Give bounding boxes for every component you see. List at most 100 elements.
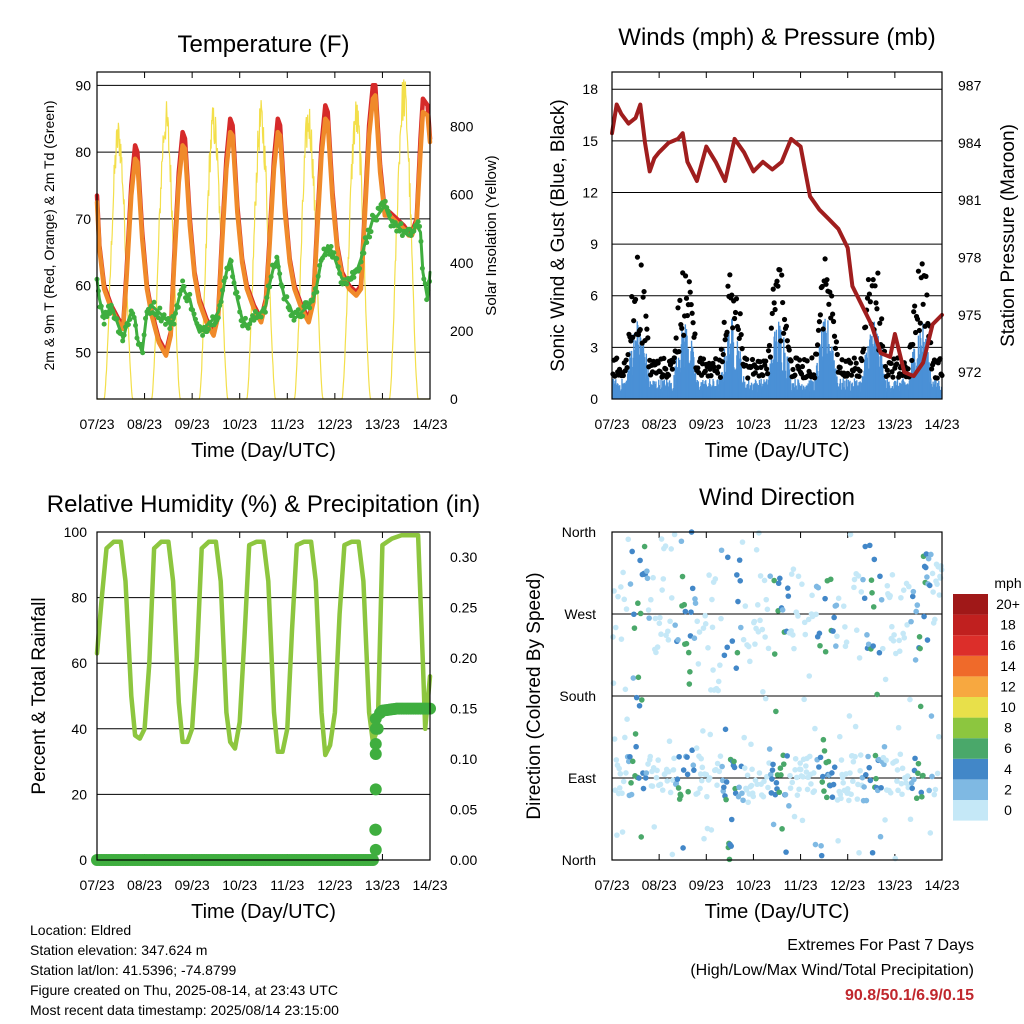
wind-direction-point: [812, 841, 819, 848]
gust-point: [863, 324, 869, 330]
wind-direction-point: [692, 600, 699, 607]
wind-direction-point: [638, 697, 645, 703]
wind-direction-point: [700, 625, 707, 631]
dewpoint-point: [120, 338, 126, 344]
y-tick-label-2: 9: [590, 236, 598, 252]
dewpoint-point: [228, 258, 234, 264]
wind-direction-point: [794, 792, 801, 798]
wind-direction-point: [657, 781, 664, 788]
wind-direction-point: [932, 616, 938, 623]
dewpoint-point: [309, 298, 315, 304]
wind-direction-point: [719, 763, 725, 770]
wind-direction-point: [866, 542, 873, 549]
gust-point: [770, 286, 776, 292]
gust-point: [834, 351, 840, 358]
wind-direction-point: [762, 695, 769, 702]
wind-direction-point: [765, 645, 772, 652]
wind-direction-point: [842, 624, 848, 630]
dewpoint-point: [101, 321, 107, 327]
legend-label: 2: [1004, 781, 1012, 797]
y-tick-label-2: 3: [590, 339, 598, 355]
wind-direction-point: [704, 793, 710, 800]
wind-direction-point: [795, 613, 801, 619]
dewpoint-point: [307, 305, 313, 311]
wind-direction-point: [694, 618, 701, 625]
wind-direction-point: [834, 633, 840, 640]
dewpoint-point: [277, 271, 283, 277]
wind-direction-point: [882, 676, 889, 683]
precip-point: [369, 712, 382, 725]
wind-direction-point: [756, 530, 762, 536]
wind-direction-point: [693, 745, 700, 751]
wind-direction-point: [645, 607, 652, 613]
wind-direction-point: [712, 576, 719, 582]
wind-direction-point: [723, 796, 729, 803]
wind-direction-point: [638, 834, 645, 840]
wind-direction-point: [868, 577, 875, 583]
gust-point: [788, 358, 794, 364]
wind-direction-point: [675, 636, 681, 643]
wind-direction-point: [821, 748, 828, 754]
wind-direction-point: [646, 615, 652, 621]
wind-direction-point: [647, 753, 654, 760]
wind-direction-point: [836, 733, 843, 740]
wind-direction-point: [734, 572, 740, 578]
legend-label: 12: [1000, 678, 1016, 694]
wind-direction-point: [877, 833, 884, 840]
gust-point: [837, 364, 843, 371]
wind-direction-point: [631, 611, 637, 618]
x-tick-label-2: 07/23: [594, 416, 629, 432]
wind-direction-point: [856, 655, 863, 661]
x-tick-label-1: 09/23: [175, 416, 210, 432]
wind-direction-point: [911, 776, 917, 783]
wind-direction-point: [863, 771, 869, 778]
gust-point: [816, 319, 823, 325]
wind-direction-point: [904, 622, 910, 628]
gust-point: [915, 268, 922, 274]
wind-direction-point: [740, 636, 747, 643]
wind-direction-point: [907, 816, 914, 823]
wind-direction-point: [818, 843, 824, 849]
legend-swatch: [953, 635, 988, 656]
gust-point: [683, 295, 690, 301]
wind-direction-point: [728, 816, 735, 823]
y2-tick-label-3: 0.05: [450, 802, 477, 818]
wind-direction-point: [792, 766, 798, 773]
gust-point: [732, 309, 739, 316]
wind-direction-point: [748, 782, 755, 789]
gust-point: [702, 368, 708, 374]
x-tick-label-4: 09/23: [689, 877, 724, 893]
wind-direction-point: [632, 731, 639, 737]
gust-point: [771, 300, 777, 306]
wind-direction-point: [840, 780, 846, 786]
gust-point: [890, 374, 896, 380]
wind-direction-point: [861, 595, 868, 602]
gust-point: [625, 351, 631, 358]
x-tick-label-1: 14/23: [412, 416, 447, 432]
dewpoint-point: [242, 315, 248, 321]
precip-point: [369, 823, 382, 836]
x-tick-label-3: 10/23: [222, 877, 257, 893]
wind-direction-point: [817, 642, 823, 649]
gust-point: [875, 270, 881, 276]
wind-direction-point: [804, 786, 811, 793]
wind-direction-point: [679, 573, 686, 580]
wind-direction-point: [784, 585, 791, 591]
wind-direction-point: [924, 637, 931, 643]
precip-point: [369, 722, 382, 735]
gust-point: [777, 267, 783, 273]
y2-tick-label-2: 978: [958, 249, 982, 265]
legend-swatch: [953, 717, 988, 739]
wind-direction-point: [896, 637, 902, 644]
wind-direction-point: [795, 573, 802, 580]
dewpoint-point: [351, 274, 357, 280]
x-tick-label-4: 10/23: [736, 877, 771, 893]
dewpoint-point: [300, 313, 306, 319]
gust-point: [754, 365, 760, 371]
wind-direction-point: [684, 771, 691, 778]
wind-direction-point: [705, 645, 711, 651]
wind-direction-point: [915, 760, 922, 767]
dewpoint-point: [167, 326, 173, 332]
dewpoint-point: [215, 315, 221, 321]
y2-axis-label-1: Solar Insolation (Yellow): [483, 155, 500, 315]
